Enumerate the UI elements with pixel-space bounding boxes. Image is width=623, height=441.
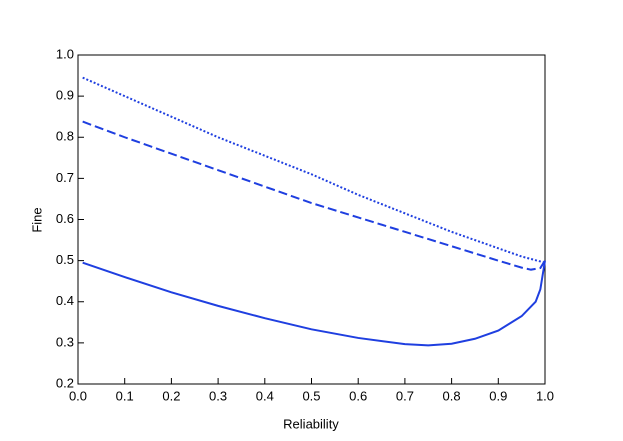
x-tick-label: 0.9 (489, 388, 507, 403)
x-axis-label: Reliability (283, 416, 339, 431)
x-tick-label: 0.3 (209, 388, 227, 403)
plot-frame (77, 54, 546, 385)
line-series (82, 260, 546, 347)
y-tick-label: 0.3 (56, 334, 74, 349)
y-tick-label: 0.8 (56, 129, 74, 144)
line-series (82, 76, 546, 264)
x-tick-label: 0.2 (162, 388, 180, 403)
x-tick-label: 0.4 (256, 388, 274, 403)
y-tick-label: 0.9 (56, 88, 74, 103)
y-tick-label: 0.4 (56, 293, 74, 308)
y-axis-label: Fine (29, 207, 44, 232)
y-tick-label: 1.0 (56, 46, 74, 61)
x-tick-label: 0.7 (396, 388, 414, 403)
x-tick-label: 0.6 (349, 388, 367, 403)
x-tick-label: 1.0 (536, 388, 554, 403)
y-tick-label: 0.7 (56, 170, 74, 185)
x-tick-label: 0.8 (443, 388, 461, 403)
x-tick-label: 0.1 (116, 388, 134, 403)
x-tick-label: 0.5 (302, 388, 320, 403)
x-tick-label: 0.0 (69, 388, 87, 403)
y-tick-label: 0.2 (56, 375, 74, 390)
line-series (82, 120, 546, 271)
y-tick-label: 0.5 (56, 252, 74, 267)
y-tick-label: 0.6 (56, 211, 74, 226)
